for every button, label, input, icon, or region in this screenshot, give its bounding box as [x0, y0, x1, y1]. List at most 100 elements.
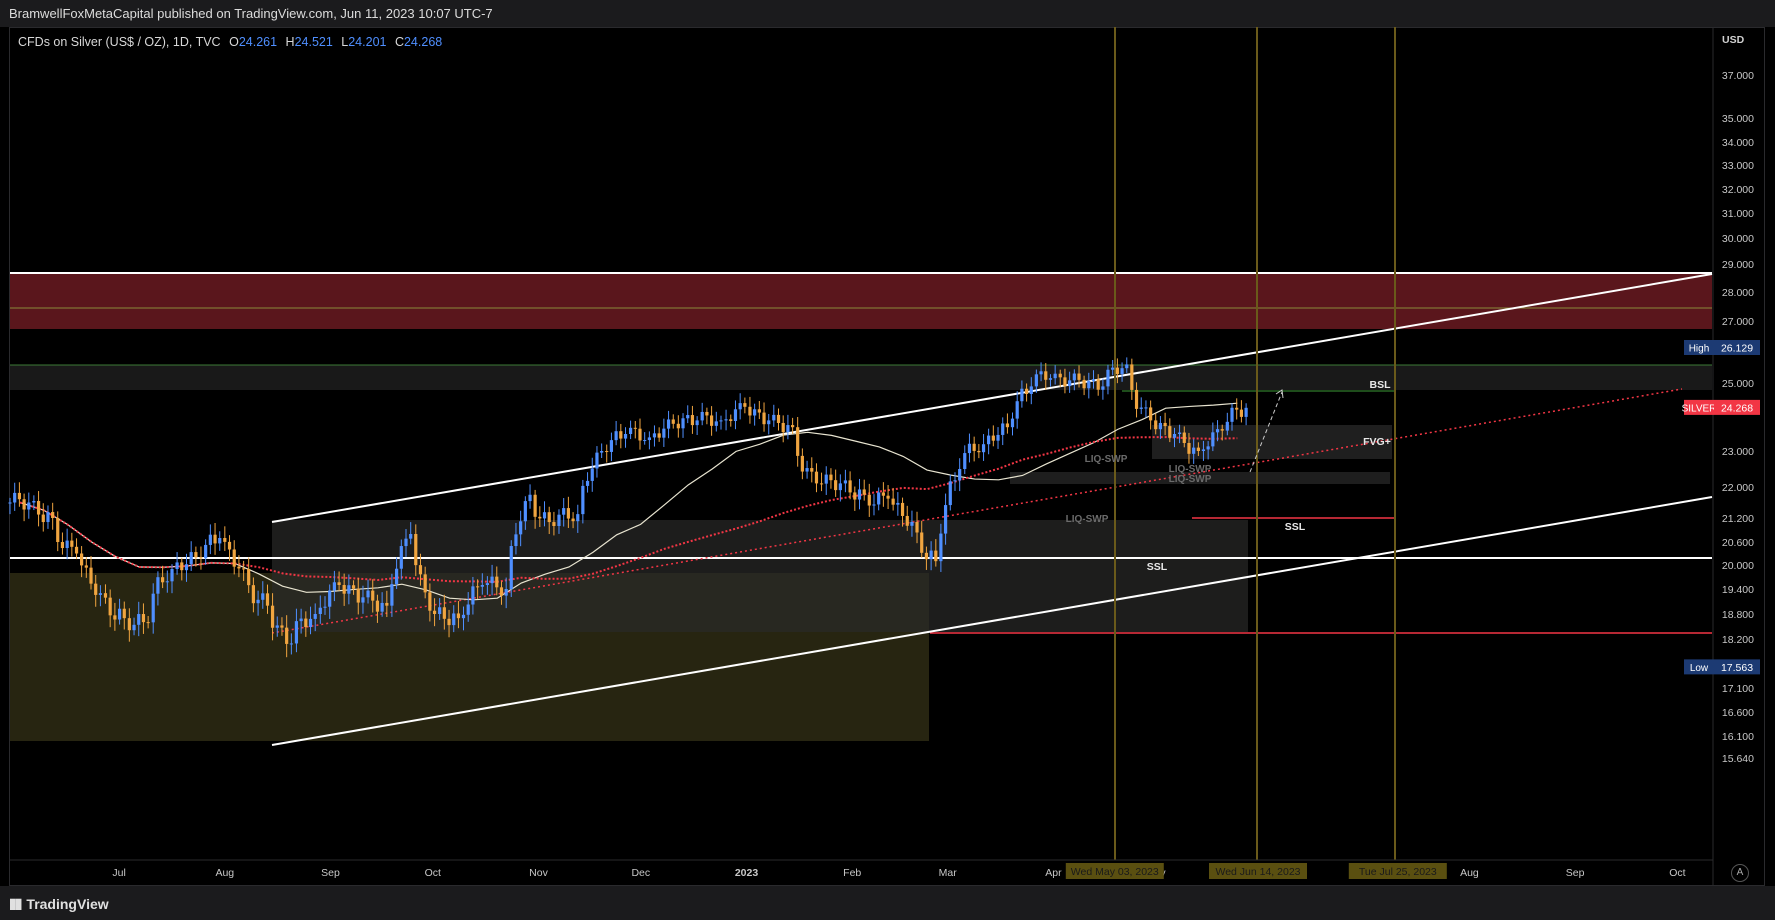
auto-scale-button[interactable]: A [1731, 864, 1749, 882]
candle-body [533, 494, 537, 517]
candle-body [366, 590, 370, 598]
candle-body [409, 534, 413, 539]
time-tick-label: Nov [529, 867, 548, 879]
candle-body [361, 597, 365, 603]
date-flag-label: Wed May 03, 2023 [1071, 866, 1159, 878]
candle-body [609, 440, 614, 452]
candle-body [1239, 409, 1244, 417]
annotation-label: LIQ-SWP [1066, 514, 1109, 525]
candle-body [528, 494, 532, 502]
candle-body [375, 600, 380, 612]
candle-body [514, 534, 518, 547]
candle-body [638, 428, 642, 441]
price-axis[interactable]: 37.000 35.000 34.000 33.000 32.000 31.000 30.0… [1722, 70, 1754, 765]
ssl-box [1010, 472, 1390, 484]
candle-body [275, 625, 279, 628]
annotation-label: LIQ-SWP [1169, 474, 1212, 485]
candle-body [261, 593, 265, 600]
price-tick-label: 19.400 [1722, 584, 1754, 596]
date-flag-bg [1065, 863, 1164, 879]
candle-body [590, 468, 594, 481]
candle-body [237, 566, 241, 569]
price-tick-label: 37.000 [1722, 70, 1754, 82]
candle-body [56, 518, 60, 543]
candle-body [1196, 447, 1200, 451]
candle-body [915, 522, 919, 533]
price-tick-label: 18.200 [1722, 634, 1754, 646]
annotation-label: FVG+ [1363, 436, 1391, 448]
candle-body [542, 512, 547, 519]
candle-body [881, 492, 885, 496]
candle-body [332, 582, 336, 591]
candle-body [32, 500, 36, 503]
drawing-zones [10, 273, 1712, 741]
candle-body [900, 502, 905, 516]
price-tick-label: 28.000 [1722, 287, 1754, 299]
candle-body [323, 606, 327, 608]
candle-body [924, 552, 929, 560]
candle-body [65, 540, 69, 549]
date-flags: Wed May 03, 2023 Wed Jun 14, 2023 Tue Jul … [1065, 863, 1447, 879]
chart-frame[interactable] [9, 27, 1765, 886]
upper-box [10, 365, 1712, 390]
candle-body [318, 607, 322, 614]
price-badge-tag [1684, 659, 1714, 675]
candle-body [743, 403, 747, 407]
candle-body [1087, 380, 1091, 389]
candle-body [1120, 368, 1124, 375]
price-tick-label: 17.100 [1722, 683, 1754, 695]
candle-body [337, 582, 341, 585]
candle-body [418, 565, 423, 575]
price-badges: High 26.129 SILVER 24.268 Low 17.563 [1682, 340, 1760, 675]
candle-body [313, 614, 317, 619]
candle-body [1134, 389, 1139, 409]
candle-body [709, 415, 714, 426]
candle-body [452, 613, 456, 626]
annotation-label: SSL [1147, 561, 1168, 573]
candle-body [194, 552, 198, 558]
candle-body [1168, 426, 1172, 438]
candle-body [342, 585, 346, 594]
candle-body [943, 505, 948, 534]
candle-body [1211, 432, 1215, 447]
candle-body [877, 492, 881, 505]
candle-body [557, 514, 561, 526]
candle-body [1235, 407, 1239, 410]
time-tick-label: Feb [843, 867, 861, 879]
candle-body [461, 614, 466, 619]
candle-body [175, 562, 179, 569]
annotation-label: SSL [1285, 521, 1306, 533]
open-label: O [229, 35, 239, 49]
candle-body [304, 618, 308, 628]
candle-body [485, 583, 489, 585]
candle-body [27, 502, 31, 510]
candle-body [466, 604, 470, 615]
candle-body [581, 485, 585, 515]
candle-body [51, 512, 55, 518]
candle-body [824, 474, 828, 484]
candle-body [1010, 418, 1015, 428]
candle-body [800, 455, 804, 472]
brand-bar: ▮▮ TradingView [0, 886, 1775, 920]
candle-body [538, 516, 542, 519]
candle-body [170, 569, 174, 582]
time-axis[interactable]: JulAugSepOctNovDec2023FebMarAprMayJunJul… [112, 867, 1685, 879]
candle-body [328, 590, 332, 607]
candle-body [1068, 380, 1072, 387]
candle-body [671, 419, 675, 424]
candle-body [289, 643, 293, 645]
time-tick-label: Sep [1566, 867, 1585, 879]
drawing-lines [10, 27, 1713, 860]
candle-body [70, 540, 74, 547]
price-badge-value-bg [1714, 340, 1760, 356]
candle-body [476, 586, 480, 588]
candle-body [905, 515, 909, 526]
candle-body [948, 481, 952, 506]
candle-body [614, 431, 618, 441]
annotation-label: LIQ-SWP [1085, 454, 1128, 465]
date-flag-label: Tue Jul 25, 2023 [1359, 866, 1437, 878]
candle-body [934, 550, 938, 562]
publisher-bar: BramwellFoxMetaCapital published on Trad… [0, 0, 1775, 27]
candle-body [199, 557, 203, 559]
